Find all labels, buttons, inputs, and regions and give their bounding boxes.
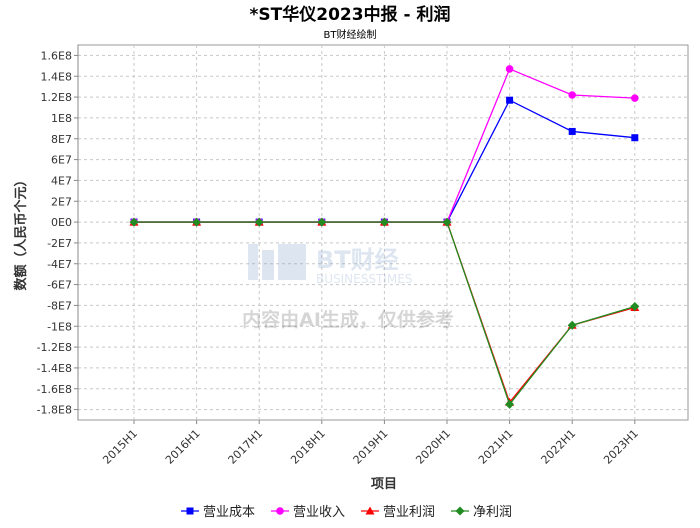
- y-tick-label: 1E8: [51, 112, 72, 125]
- legend-marker: [365, 506, 375, 515]
- legend-marker: [455, 506, 465, 516]
- plot-area: [77, 44, 689, 421]
- legend: 营业成本 营业收入 营业利润 净利润: [181, 505, 512, 520]
- legend-item: 净利润: [451, 505, 512, 520]
- y-tick-label: -4E7: [47, 258, 72, 271]
- watermark: BT财经 BUSINESSTIMES: [248, 244, 412, 286]
- data-point: [129, 217, 139, 227]
- legend-label: 净利润: [473, 505, 512, 520]
- watermark-logo-bar-1: [248, 244, 258, 280]
- y-tick-label: 1.6E8: [41, 49, 72, 62]
- series-4: [129, 217, 640, 409]
- x-tick-label: 2015H1: [100, 427, 140, 467]
- x-tick-label: 2018H1: [288, 427, 328, 467]
- x-tick-label: 2016H1: [163, 427, 203, 467]
- data-point: [631, 134, 639, 142]
- legend-marker: [276, 507, 284, 515]
- x-tick-label: 2020H1: [413, 427, 453, 467]
- y-tick-label: -6E7: [47, 279, 72, 292]
- y-tick-label: 2E7: [51, 195, 72, 208]
- data-point: [568, 127, 576, 135]
- y-tick-label: 1.2E8: [41, 91, 72, 104]
- legend-label: 营业利润: [383, 505, 435, 520]
- series-layer: [129, 65, 640, 409]
- watermark-ai-notice: 内容由AI生成，仅供参考: [242, 308, 454, 331]
- legend-label: 营业收入: [293, 505, 345, 520]
- data-point: [568, 91, 576, 99]
- y-tick-label: -8E7: [47, 299, 72, 312]
- y-tick-label: -2E7: [47, 237, 72, 250]
- y-tick-label: 1.4E8: [41, 70, 72, 83]
- y-tick-label: -1.4E8: [37, 362, 72, 375]
- y-tick-label: 0E0: [51, 216, 72, 229]
- data-point: [379, 217, 389, 227]
- watermark-logo-bar-3: [278, 244, 306, 280]
- x-tick-label: 2021H1: [476, 427, 516, 467]
- x-axis: 2015H1 2016H1 2017H1 2018H1 2019H1 2020H1 2021…: [100, 420, 641, 467]
- data-point: [254, 217, 264, 227]
- y-tick-label: 8E7: [51, 133, 72, 146]
- gridlines: [78, 45, 688, 420]
- data-point: [192, 217, 202, 227]
- data-point: [506, 96, 514, 104]
- legend-item: 营业利润: [361, 505, 435, 520]
- watermark-logo-text: BT财经: [316, 246, 399, 274]
- x-tick-label: 2022H1: [539, 427, 579, 467]
- data-point: [442, 217, 452, 227]
- y-tick-label: 4E7: [51, 174, 72, 187]
- chart-title: *ST华仪2023中报 - 利润: [250, 4, 451, 25]
- watermark-logo-subtext: BUSINESSTIMES: [316, 272, 412, 286]
- data-point: [630, 301, 640, 311]
- data-point: [505, 65, 514, 73]
- data-point: [505, 399, 515, 409]
- y-tick-label: -1E8: [47, 320, 72, 333]
- data-point: [631, 94, 639, 102]
- legend-item: 营业收入: [271, 505, 345, 520]
- legend-item: 营业成本: [181, 505, 255, 520]
- data-point: [317, 217, 327, 227]
- y-tick-label: -1.8E8: [37, 404, 72, 417]
- x-tick-label: 2023H1: [601, 427, 641, 467]
- legend-label: 营业成本: [203, 505, 255, 520]
- x-axis-label: 项目: [371, 477, 397, 492]
- y-axis: 1.6E8 1.4E8 1.2E8 1E8 8E7 6E7 4E7 2E7 0E0 -2E7 -4E…: [37, 45, 79, 420]
- legend-marker: [186, 507, 194, 515]
- y-tick-label: 6E7: [51, 154, 72, 167]
- x-tick-label: 2019H1: [351, 427, 391, 467]
- chart-subtitle: BT财经绘制: [324, 28, 377, 41]
- watermark-logo-bar-2: [262, 250, 274, 280]
- y-tick-label: -1.6E8: [37, 383, 72, 396]
- data-point: [567, 320, 577, 330]
- y-tick-label: -1.2E8: [37, 341, 72, 354]
- x-tick-label: 2017H1: [226, 427, 266, 467]
- y-axis-label: 数额（人民币个元）: [13, 173, 29, 290]
